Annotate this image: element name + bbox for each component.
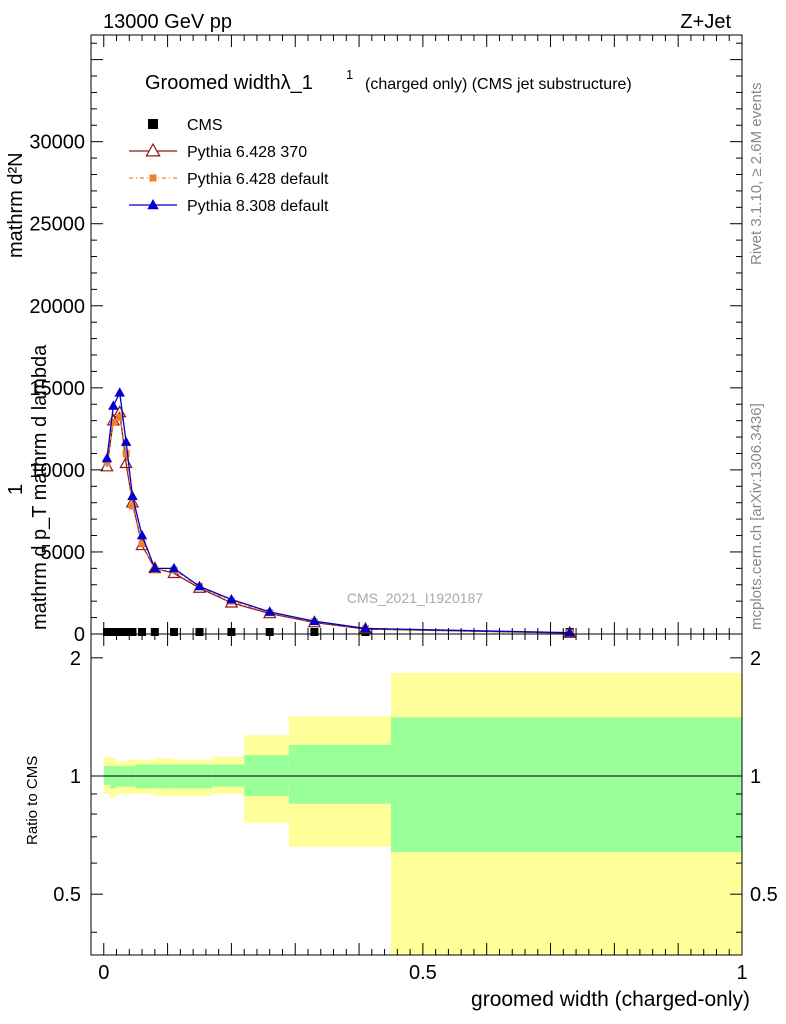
- data-point: [194, 580, 205, 591]
- legend-label: Pythia 6.428 370: [187, 144, 307, 161]
- data-point: [195, 628, 204, 636]
- header-process: Z+Jet: [680, 11, 731, 33]
- mcplots-label: mcplots.cern.ch [arXiv:1306.3436]: [748, 403, 765, 630]
- plot-title-sup: 1: [346, 67, 353, 82]
- ratio-y-tick-label: 1: [750, 766, 761, 788]
- rivet-version-label: Rivet 3.1.10, ≥ 2.6M events: [748, 83, 765, 266]
- header-energy: 13000 GeV pp: [103, 11, 232, 33]
- data-point: [114, 387, 125, 397]
- main-y-axis-label: mathrm d²N mathrm d p_T mathrm d lambda …: [5, 152, 51, 630]
- data-point: [128, 628, 137, 636]
- series-line: [106, 390, 570, 634]
- series-line: [106, 416, 570, 634]
- data-point: [169, 628, 178, 636]
- ratio-band-green: [103, 766, 111, 785]
- legend-label: CMS: [187, 117, 223, 134]
- data-point: [310, 628, 319, 636]
- data-point: [109, 418, 117, 426]
- ratio-y-tick-label: 1: [70, 766, 81, 788]
- data-point: [149, 562, 161, 573]
- main-y-tick-label: 25000: [29, 214, 85, 236]
- data-point: [100, 459, 114, 472]
- ratio-y-tick-label: 0.5: [750, 884, 778, 906]
- main-y-tick-label: 20000: [29, 296, 85, 318]
- data-point: [128, 502, 136, 510]
- main-y-tick-label: 10000: [29, 460, 85, 482]
- legend-label: Pythia 8.308 default: [187, 198, 329, 215]
- data-point: [138, 540, 146, 548]
- main-y-tick-label: 0: [74, 624, 85, 646]
- x-tick-label: 0.5: [409, 962, 437, 984]
- data-point: [115, 628, 124, 636]
- plot-title: Groomed widthλ_1 1 (charged only) (CMS j…: [145, 67, 632, 94]
- data-point: [136, 530, 148, 540]
- main-y-tick-label: 15000: [29, 378, 85, 400]
- plot-title-sub: (charged only) (CMS jet substructure): [365, 76, 632, 93]
- main-y-tick-label: 30000: [29, 132, 85, 154]
- legend-marker: [148, 119, 158, 129]
- svg-text:1: 1: [5, 484, 27, 495]
- legend: CMS Pythia 6.428 370 Pythia 6.428 default P…: [129, 117, 329, 215]
- ratio-y-tick-label: 2: [750, 648, 761, 670]
- data-point: [264, 606, 275, 616]
- analysis-watermark: CMS_2021_I1920187: [347, 590, 483, 606]
- data-point: [101, 452, 113, 463]
- data-point: [102, 628, 111, 636]
- data-point: [309, 615, 320, 626]
- ratio-band-green: [390, 717, 742, 853]
- data-point: [226, 594, 237, 604]
- data-point: [122, 628, 131, 636]
- ratio-bands: [91, 672, 742, 955]
- ratio-band-green: [288, 744, 391, 804]
- series-line: [106, 410, 570, 634]
- x-tick-label: 1: [736, 962, 747, 984]
- main-series: [100, 387, 577, 638]
- data-point: [122, 449, 130, 457]
- data-point: [120, 436, 132, 446]
- svg-text:mathrm d p_T mathrm d lambda: mathrm d p_T mathrm d lambda: [29, 344, 51, 630]
- legend-label: Pythia 6.428 default: [187, 171, 329, 188]
- legend-marker: [147, 199, 159, 210]
- data-point: [168, 562, 180, 573]
- legend-marker: [145, 142, 161, 157]
- x-tick-label: 0: [98, 962, 109, 984]
- svg-text:mathrm d²N: mathrm d²N: [5, 152, 27, 258]
- data-point: [360, 622, 371, 633]
- ratio-y-axis-label: Ratio to CMS: [24, 756, 41, 845]
- x-axis-label: groomed width (charged-only): [471, 988, 750, 1011]
- data-point: [116, 413, 124, 421]
- data-point: [127, 490, 138, 500]
- plot-title-main: Groomed widthλ_1: [145, 72, 313, 94]
- ratio-y-tick-label: 0.5: [53, 884, 81, 906]
- data-point: [108, 400, 119, 410]
- ratio-plot-frame: [90, 633, 743, 956]
- axes: 0 5000 10000 15000 20000 25000 30000 0 0.5 1 0.5 0.…: [29, 34, 778, 984]
- main-y-tick-label: 5000: [41, 542, 86, 564]
- ratio-band-green: [110, 766, 117, 789]
- data-point: [109, 628, 118, 636]
- ratio-y-tick-label: 2: [70, 648, 81, 670]
- legend-marker: [149, 174, 157, 182]
